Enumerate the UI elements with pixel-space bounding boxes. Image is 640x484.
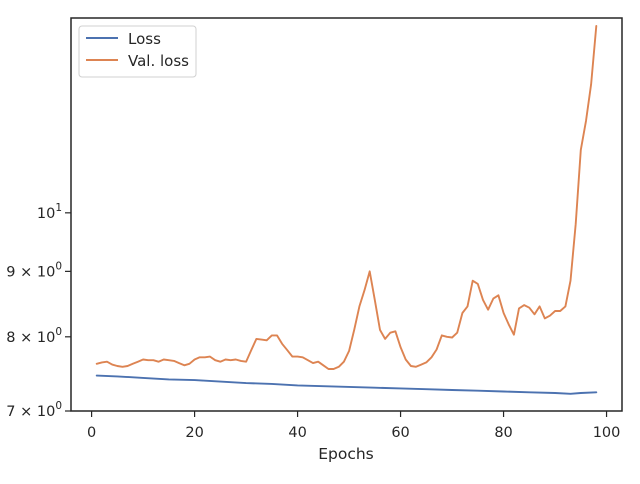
plot-area: [95, 24, 598, 395]
y-tick-label: 7 × 100: [6, 400, 62, 420]
x-tick-label: 100: [593, 425, 621, 441]
x-axis: 0 20 40 60 80 100: [87, 411, 620, 441]
legend: Loss Val. loss: [78, 25, 197, 78]
y-tick-label: 9 × 100: [6, 260, 62, 280]
x-tick-label: 40: [288, 425, 306, 441]
x-tick-label: 20: [185, 425, 203, 441]
x-axis-title: Epochs: [318, 445, 374, 463]
axes-frame: [70, 17, 623, 412]
x-tick-label: 80: [494, 425, 512, 441]
x-tick-label: 60: [391, 425, 409, 441]
y-tick-label: 8 × 100: [6, 326, 62, 346]
legend-label-val-loss: Val. loss: [128, 52, 189, 70]
legend-label-loss: Loss: [128, 30, 161, 48]
series-line-loss: [95, 374, 598, 395]
series-line-val-loss: [95, 24, 598, 370]
x-tick-label: 0: [87, 425, 96, 441]
